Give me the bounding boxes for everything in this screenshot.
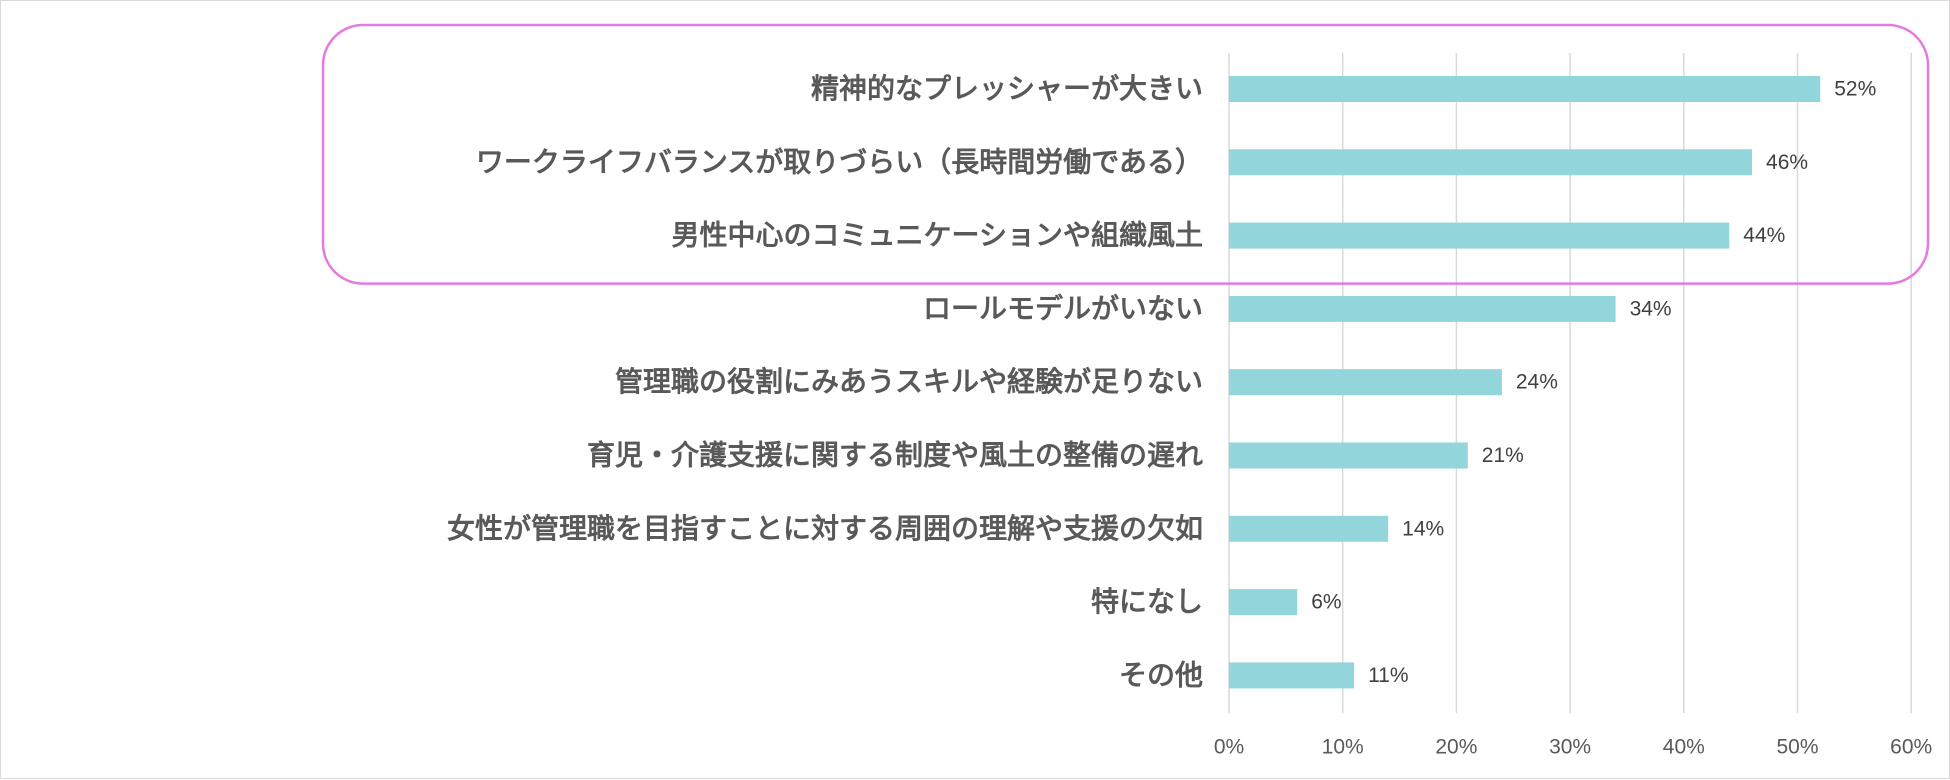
value-label: 11% bbox=[1368, 664, 1408, 687]
category-label: 精神的なプレッシャーが大きい bbox=[811, 72, 1203, 105]
bar bbox=[1229, 662, 1355, 689]
bars bbox=[1229, 76, 1821, 689]
value-label: 6% bbox=[1311, 591, 1341, 614]
x-axis-ticks: 0% 10% 20% 30% 40% 50% 60% bbox=[1214, 736, 1932, 759]
value-label: 46% bbox=[1766, 151, 1808, 174]
category-label: 育児・介護支援に関する制度や風土の整備の遅れ bbox=[587, 439, 1203, 472]
x-tick-label: 60% bbox=[1890, 736, 1932, 759]
data-labels: 52% 46% 44% 34% 24% 21% 14% 6% 11% bbox=[1311, 78, 1876, 687]
bar bbox=[1229, 589, 1298, 616]
x-tick-label: 20% bbox=[1435, 736, 1477, 759]
bar bbox=[1229, 515, 1389, 542]
x-tick-label: 50% bbox=[1776, 736, 1818, 759]
x-tick-label: 30% bbox=[1549, 736, 1591, 759]
value-label: 24% bbox=[1516, 371, 1558, 394]
highlight-box bbox=[321, 23, 1930, 285]
category-labels: 精神的なプレッシャーが大きいワークライフバランスが取りづらい（長時間労働である）… bbox=[447, 72, 1203, 691]
category-label: ワークライフバランスが取りづらい（長時間労働である） bbox=[476, 145, 1203, 178]
bar bbox=[1229, 442, 1468, 469]
category-label: 管理職の役割にみあうスキルや経験が足りない bbox=[615, 365, 1203, 398]
category-label: 男性中心のコミュニケーションや組織風土 bbox=[672, 219, 1203, 252]
value-label: 14% bbox=[1402, 517, 1444, 540]
bar bbox=[1229, 369, 1502, 396]
x-tick-label: 40% bbox=[1663, 736, 1705, 759]
value-label: 52% bbox=[1834, 78, 1876, 101]
bar bbox=[1229, 222, 1730, 249]
category-label: その他 bbox=[1119, 658, 1203, 691]
value-label: 34% bbox=[1630, 297, 1672, 320]
bar bbox=[1229, 76, 1821, 102]
value-label: 44% bbox=[1743, 224, 1785, 247]
x-tick-label: 10% bbox=[1322, 736, 1364, 759]
category-label: 女性が管理職を目指すことに対する周囲の理解や支援の欠如 bbox=[447, 512, 1203, 545]
category-label: ロールモデルがいない bbox=[923, 292, 1203, 325]
value-label: 21% bbox=[1482, 444, 1524, 467]
category-label: 特になし bbox=[1091, 585, 1203, 618]
bar bbox=[1229, 295, 1616, 322]
bar bbox=[1229, 149, 1753, 176]
x-tick-label: 0% bbox=[1214, 736, 1244, 759]
